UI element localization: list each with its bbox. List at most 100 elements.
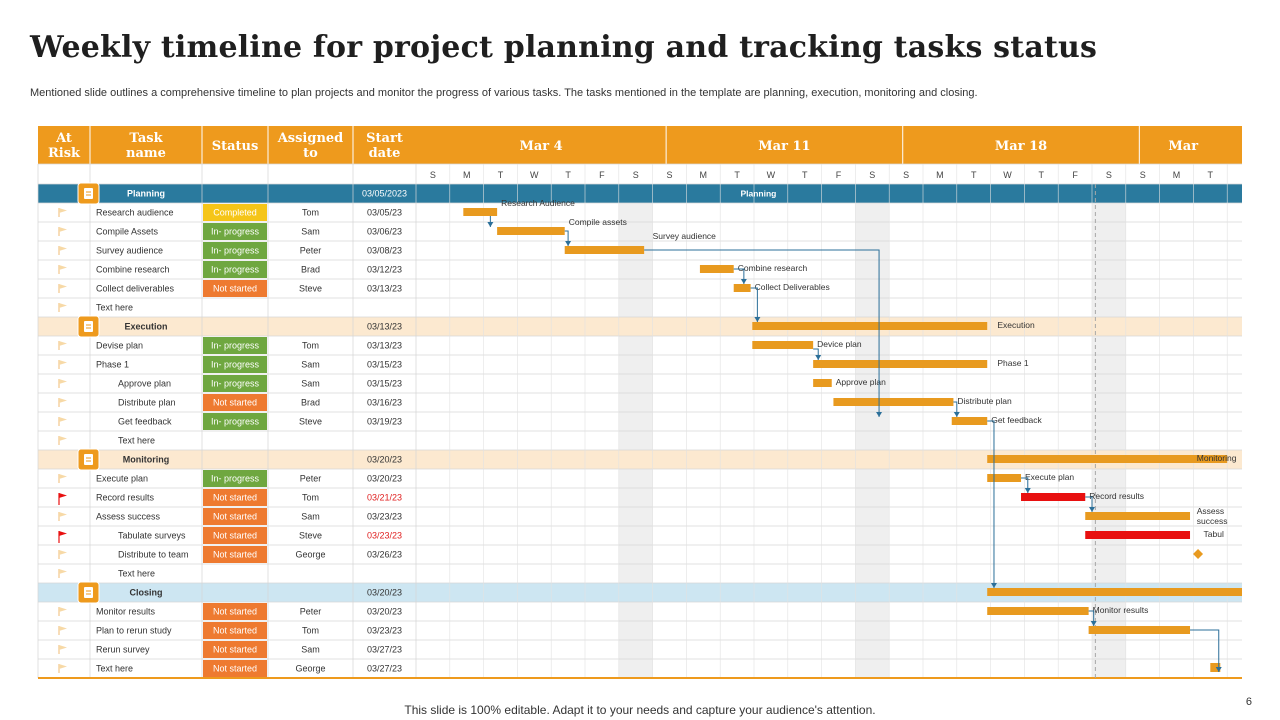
status-text: Not started (213, 626, 257, 636)
risk-flag-icon (58, 493, 67, 505)
dependency-connector (987, 420, 995, 588)
footer-note: This slide is 100% editable. Adapt it to… (404, 703, 876, 717)
status-badge (203, 280, 267, 297)
week-header: Mar 18 (995, 139, 1047, 154)
day-letter: W (1003, 170, 1012, 180)
start-date: 03/15/23 (367, 379, 402, 389)
status-badge (203, 204, 267, 221)
bar-label: Survey audience (653, 231, 717, 241)
status-badge (203, 242, 267, 259)
start-date: 03/27/23 (367, 645, 402, 655)
status-text: In- progress (211, 379, 260, 389)
assigned-to: George (295, 550, 325, 560)
day-letter: T (802, 170, 808, 180)
gantt-bar (752, 341, 814, 349)
start-date: 03/20/23 (367, 474, 402, 484)
gantt-bar (752, 322, 988, 330)
start-date: 03/23/23 (367, 531, 402, 541)
connector-arrow (1089, 507, 1095, 512)
task-name: Monitor results (96, 607, 156, 617)
start-date: 03/23/23 (367, 512, 402, 522)
start-date: 03/12/23 (367, 265, 402, 275)
day-row (38, 164, 1242, 184)
task-name: Assess success (96, 512, 161, 522)
gantt-bar (813, 360, 988, 368)
flag-icon (58, 379, 67, 388)
task-name: Text here (96, 664, 133, 674)
task-name: Text here (118, 569, 155, 579)
status-text: In- progress (211, 474, 260, 484)
milestone-diamond (1193, 549, 1204, 559)
status-badge (203, 641, 267, 658)
task-name: Text here (96, 303, 133, 313)
start-date: 03/05/23 (367, 208, 402, 218)
flag-icon (58, 664, 67, 673)
status-badge (203, 508, 267, 525)
closing-icon (77, 581, 100, 604)
assigned-to: Sam (301, 512, 320, 522)
task-name: Distribute plan (118, 398, 176, 408)
gantt-bar (1088, 626, 1191, 634)
start-date: 03/21/23 (367, 493, 402, 503)
bar-label: Phase 1 (997, 358, 1028, 368)
gantt-bar (951, 417, 988, 425)
task-name: Text here (118, 436, 155, 446)
col-header-status: Status (212, 139, 259, 154)
assigned-to: Sam (301, 227, 320, 237)
bar-label: Compile assets (569, 217, 627, 227)
status-badge (203, 603, 267, 620)
section-start-date: 03/20/23 (367, 588, 402, 598)
day-letter: T (1208, 170, 1214, 180)
dependency-connector (644, 249, 880, 417)
col-header-assigned-to: Assigned to (277, 131, 344, 161)
week-header: Mar 11 (758, 139, 810, 154)
start-date: 03/13/23 (367, 284, 402, 294)
status-badge (203, 546, 267, 563)
section-name: Monitoring (123, 455, 170, 465)
gantt-bar (463, 208, 498, 216)
flag-icon (58, 607, 67, 616)
day-letter: F (599, 170, 605, 180)
section-bar-label: Planning (740, 189, 776, 199)
gantt-bar (813, 379, 832, 387)
flag-icon (58, 417, 67, 426)
connector-arrow (1090, 621, 1097, 626)
dependency-connector (1190, 629, 1220, 672)
start-date: 03/08/23 (367, 246, 402, 256)
status-text: Not started (213, 664, 257, 674)
status-text: Not started (213, 493, 257, 503)
day-letter: M (1173, 170, 1181, 180)
start-date: 03/13/23 (367, 341, 402, 351)
status-text: Completed (213, 208, 257, 218)
task-name: Execute plan (96, 474, 148, 484)
flag-icon (58, 265, 67, 274)
monitoring-icon (77, 448, 100, 471)
gantt-bar (497, 227, 565, 235)
start-date: 03/23/23 (367, 626, 402, 636)
bar-label: Assess success (1197, 506, 1228, 526)
connector-arrow (565, 241, 572, 246)
task-name: Phase 1 (96, 360, 129, 370)
connector-arrow (1024, 488, 1031, 493)
bar-label: Approve plan (836, 377, 886, 387)
day-letter: F (836, 170, 842, 180)
status-text: In- progress (211, 265, 260, 275)
planning-icon (77, 182, 100, 205)
task-name: Distribute to team (118, 550, 189, 560)
status-text: Not started (213, 512, 257, 522)
status-text: In- progress (211, 341, 260, 351)
assigned-to: Steve (299, 284, 322, 294)
status-text: In- progress (211, 246, 260, 256)
section-row-monitoring (38, 450, 1242, 469)
assigned-to: Peter (300, 607, 322, 617)
gantt-bar (987, 588, 1242, 596)
flag-icon (58, 512, 67, 521)
flag-icon (58, 360, 67, 369)
connector-arrow (953, 412, 960, 417)
assigned-to: Tom (302, 341, 319, 351)
section-row-planning (38, 184, 1242, 203)
start-date: 03/06/23 (367, 227, 402, 237)
gantt-bar (833, 398, 954, 406)
bar-label: Combine research (738, 263, 808, 273)
